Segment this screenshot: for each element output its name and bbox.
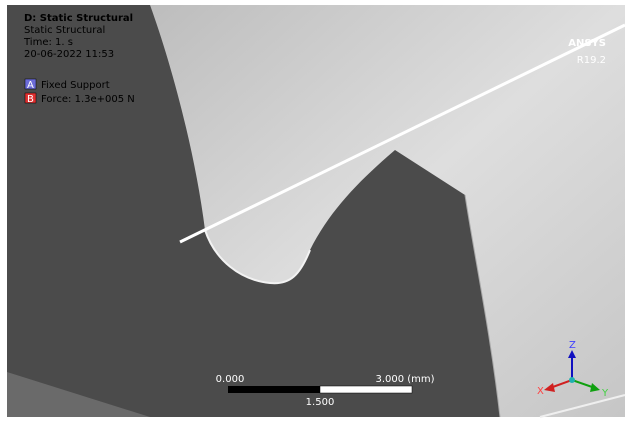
scale-bar <box>228 386 320 393</box>
scale-middle: 1.500 <box>306 397 335 408</box>
header-time: Time: 1. s <box>23 37 73 48</box>
scale-start: 0.000 <box>216 374 245 385</box>
header-analysis: Static Structural <box>24 25 105 36</box>
header-title: D: Static Structural <box>24 13 133 24</box>
triad-label: Y <box>601 388 609 399</box>
logo: ANSYS <box>568 38 606 49</box>
legend-key: A <box>27 80 34 91</box>
scale-bar <box>320 386 412 393</box>
legend-key: B <box>27 94 34 105</box>
scale-end: 3.000 (mm) <box>375 374 434 385</box>
viewport: D: Static Structural Static Structural T… <box>0 0 632 422</box>
triad-label: X <box>537 386 544 397</box>
logo-version: R19.2 <box>577 55 606 66</box>
legend-label: Fixed Support <box>41 80 110 91</box>
legend-label: Force: 1.3e+005 N <box>41 94 135 105</box>
triad-label: Z <box>569 340 576 351</box>
header-date: 20-06-2022 11:53 <box>24 49 114 60</box>
